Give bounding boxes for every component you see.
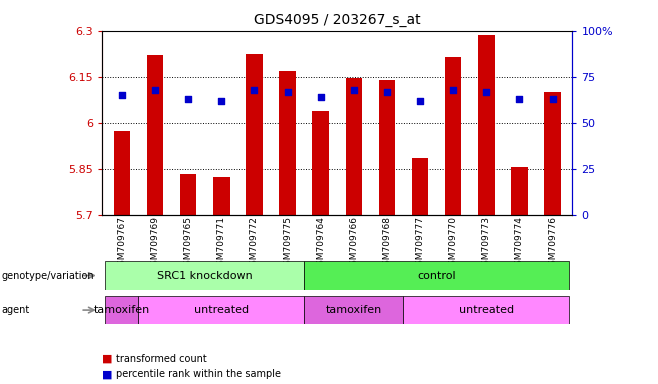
Bar: [213, 177, 230, 215]
Point: [349, 87, 359, 93]
Point: [183, 96, 193, 102]
Text: tamoxifen: tamoxifen: [93, 305, 150, 315]
Point: [116, 92, 127, 98]
Point: [481, 88, 492, 94]
Point: [282, 88, 293, 94]
Bar: [345, 78, 362, 215]
Point: [514, 96, 524, 102]
Point: [382, 88, 392, 94]
Bar: [147, 55, 163, 215]
Point: [150, 87, 161, 93]
Bar: [403, 296, 569, 324]
Point: [547, 96, 558, 102]
Text: ■: ■: [102, 369, 113, 379]
Text: control: control: [417, 270, 456, 281]
Bar: [304, 261, 569, 290]
Point: [249, 87, 260, 93]
Bar: [478, 35, 495, 215]
Point: [448, 87, 459, 93]
Bar: [114, 131, 130, 215]
Point: [415, 98, 425, 104]
Text: tamoxifen: tamoxifen: [326, 305, 382, 315]
Bar: [246, 54, 263, 215]
Text: transformed count: transformed count: [116, 354, 207, 364]
Bar: [180, 174, 197, 215]
Text: untreated: untreated: [193, 305, 249, 315]
Point: [216, 98, 226, 104]
Bar: [279, 71, 296, 215]
Text: SRC1 knockdown: SRC1 knockdown: [157, 270, 253, 281]
Bar: [105, 296, 138, 324]
Title: GDS4095 / 203267_s_at: GDS4095 / 203267_s_at: [254, 13, 420, 27]
Bar: [378, 80, 395, 215]
Bar: [105, 261, 304, 290]
Bar: [304, 296, 403, 324]
Bar: [412, 158, 428, 215]
Text: genotype/variation: genotype/variation: [1, 270, 94, 281]
Text: percentile rank within the sample: percentile rank within the sample: [116, 369, 282, 379]
Point: [315, 94, 326, 100]
Bar: [511, 167, 528, 215]
Bar: [313, 111, 329, 215]
Text: ■: ■: [102, 354, 113, 364]
Bar: [138, 296, 304, 324]
Text: agent: agent: [1, 305, 30, 315]
Text: untreated: untreated: [459, 305, 514, 315]
Bar: [544, 92, 561, 215]
Bar: [445, 57, 461, 215]
